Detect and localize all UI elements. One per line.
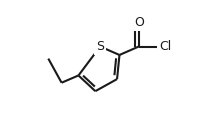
Text: O: O bbox=[134, 16, 144, 29]
Text: Cl: Cl bbox=[159, 40, 172, 53]
Text: S: S bbox=[96, 40, 104, 53]
